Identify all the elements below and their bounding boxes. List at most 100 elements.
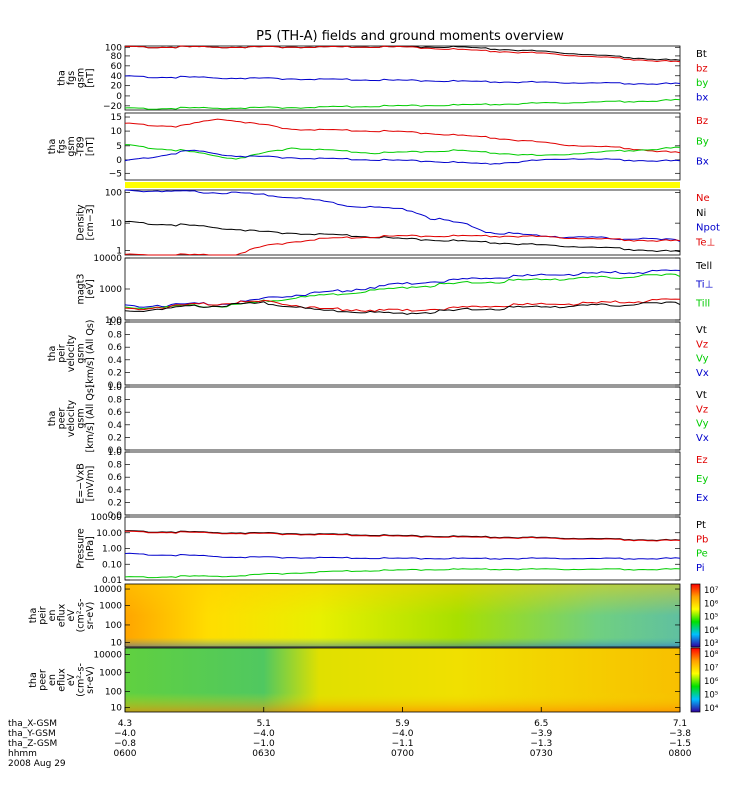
y-axis-label: en — [47, 610, 58, 622]
series-line — [124, 530, 681, 542]
panel-8: 100.00 10.00 1.00 0.10 0.01 Pressure[nPa] Pt Pb… — [76, 513, 709, 586]
y-axis-label: fgs — [66, 71, 77, 85]
y-tick-label: 1000 — [99, 668, 122, 678]
series-line — [124, 149, 681, 165]
x-tick-label: 7.1 — [673, 719, 687, 729]
y-tick-label: 10 — [111, 639, 123, 649]
y-axis-label: (cm²-s- — [76, 599, 87, 633]
legend-label: Pb — [696, 534, 708, 545]
y-axis-label: gsm — [76, 68, 87, 88]
x-tick-label: 0630 — [252, 749, 275, 759]
y-axis-label: gsm — [76, 408, 87, 428]
y-tick-label: 80 — [111, 52, 123, 62]
colorbar-tick-label: 10⁷ — [704, 586, 719, 596]
x-tick-label: −4.0 — [253, 729, 275, 739]
y-axis-label: tha — [47, 139, 58, 155]
series-line — [124, 269, 681, 308]
y-tick-label: −5 — [109, 169, 122, 179]
series-line — [124, 568, 681, 579]
y-tick-label: 1.0 — [108, 383, 123, 393]
panel-6: 1.0 0.8 0.6 0.4 0.2 0.0 thapeervelocitygsm[km/… — [47, 383, 709, 456]
series-line — [124, 189, 681, 242]
y-tick-label: 10.00 — [96, 529, 122, 539]
legend-label: Npot — [696, 223, 720, 234]
y-axis-label: eV — [66, 673, 77, 686]
legend-label: Ex — [696, 493, 708, 504]
legend-label: Pe — [696, 549, 708, 560]
y-tick-label: 0.2 — [108, 498, 122, 508]
legend-label: Vy — [696, 354, 709, 365]
series-line — [124, 234, 681, 256]
legend-label: Vy — [696, 419, 709, 430]
x-tick-label: −4.0 — [392, 729, 414, 739]
y-axis-label: peir — [38, 606, 49, 625]
y-tick-label: 1.0 — [108, 448, 123, 458]
x-axis-row-label: tha_X-GSM — [8, 719, 57, 729]
legend-label: Vt — [696, 390, 707, 401]
y-axis-label: en — [47, 674, 58, 686]
y-axis-label: peer — [57, 408, 68, 430]
y-axis-label: gsm — [76, 343, 87, 363]
x-tick-label: 5.1 — [257, 719, 271, 729]
y-axis-label: Pressure — [76, 528, 87, 569]
colorbar-tick-label: 10⁶ — [704, 599, 719, 609]
legend-label: Vt — [696, 325, 707, 336]
legend-label: Vz — [696, 404, 708, 415]
panel-3: 100 10 1 Density[cm−3] Ne Ni Npot Te⊥ — [76, 189, 720, 257]
panel-frame — [124, 189, 681, 256]
y-tick-label: 10 — [111, 219, 123, 229]
y-tick-label: 0.4 — [108, 421, 123, 431]
y-axis-label: sr-eV) — [85, 602, 96, 630]
y-tick-label: 1 — [116, 246, 122, 256]
legend-label: By — [696, 136, 709, 147]
legend-label: Vx — [696, 368, 709, 379]
legend-label: Pt — [696, 520, 706, 531]
legend-label: Vz — [696, 339, 708, 350]
legend-label: Tell — [695, 261, 712, 272]
legend-label: Vx — [696, 433, 709, 444]
legend-label: Ez — [696, 455, 708, 466]
y-axis-label: tha — [28, 672, 39, 688]
x-tick-label: 6.5 — [534, 719, 548, 729]
chart-title: P5 (TH-A) fields and ground moments over… — [256, 29, 564, 44]
y-tick-label: 10 — [111, 704, 123, 714]
y-tick-label: 0.6 — [108, 343, 123, 353]
y-tick-label: 100 — [105, 189, 122, 199]
y-axis-label: fgs — [57, 139, 68, 153]
x-tick-label: −3.8 — [669, 729, 691, 739]
y-tick-label: 0.6 — [108, 408, 123, 418]
panel-9: 10⁷ 10⁶ 10⁵ 10⁴ 10³ 10000 1000 100 10 thapeirenef… — [28, 583, 719, 649]
y-axis-label: sr-eV) — [85, 666, 96, 694]
y-tick-label: 0.4 — [108, 486, 123, 496]
x-tick-label: −1.0 — [253, 739, 275, 749]
legend-label: bx — [696, 93, 708, 104]
y-tick-label: 1000 — [99, 601, 122, 611]
y-tick-label: 100.00 — [91, 513, 123, 523]
y-tick-label: 0.6 — [108, 473, 123, 483]
y-tick-label: 1000 — [99, 285, 122, 295]
y-axis-label: [cm−3] — [85, 205, 96, 241]
y-tick-label: 0.8 — [108, 331, 123, 341]
series-line — [124, 220, 681, 253]
colorbar-tick-label: 10⁴ — [704, 704, 719, 714]
y-tick-label: 1.00 — [102, 545, 122, 555]
series-line — [124, 530, 681, 542]
panel-4: 10000 1000 100 magt3[eV] Tell Ti⊥ Till — [76, 254, 714, 326]
y-tick-label: 10000 — [93, 650, 122, 660]
x-axis-row-label: tha_Z-GSM — [8, 739, 57, 749]
x-tick-label: 4.3 — [118, 719, 132, 729]
x-tick-label: −0.8 — [114, 739, 136, 749]
colorbar-tick-label: 10³ — [704, 639, 718, 649]
y-tick-label: 100 — [105, 688, 122, 698]
series-line — [124, 301, 681, 315]
colorbar-tick-label: 10⁷ — [704, 664, 719, 674]
y-axis-label: [eV] — [85, 279, 96, 299]
x-tick-label: 0800 — [669, 749, 692, 759]
panel-frame — [124, 321, 681, 386]
x-tick-label: 0600 — [114, 749, 137, 759]
y-tick-label: 10000 — [93, 254, 122, 264]
panels-group: 100806040200−20thafgsgsm[nT]Btbzbybx1510… — [28, 43, 720, 714]
x-tick-label: −1.1 — [392, 739, 414, 749]
